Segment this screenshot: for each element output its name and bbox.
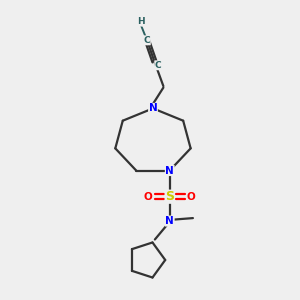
Text: H: H <box>137 17 144 26</box>
Text: O: O <box>144 192 153 202</box>
Text: N: N <box>165 216 174 226</box>
Text: O: O <box>187 192 196 202</box>
Text: N: N <box>165 166 174 176</box>
Text: C: C <box>155 61 161 70</box>
Text: N: N <box>148 103 157 113</box>
Text: C: C <box>144 36 150 45</box>
Text: S: S <box>165 190 174 203</box>
